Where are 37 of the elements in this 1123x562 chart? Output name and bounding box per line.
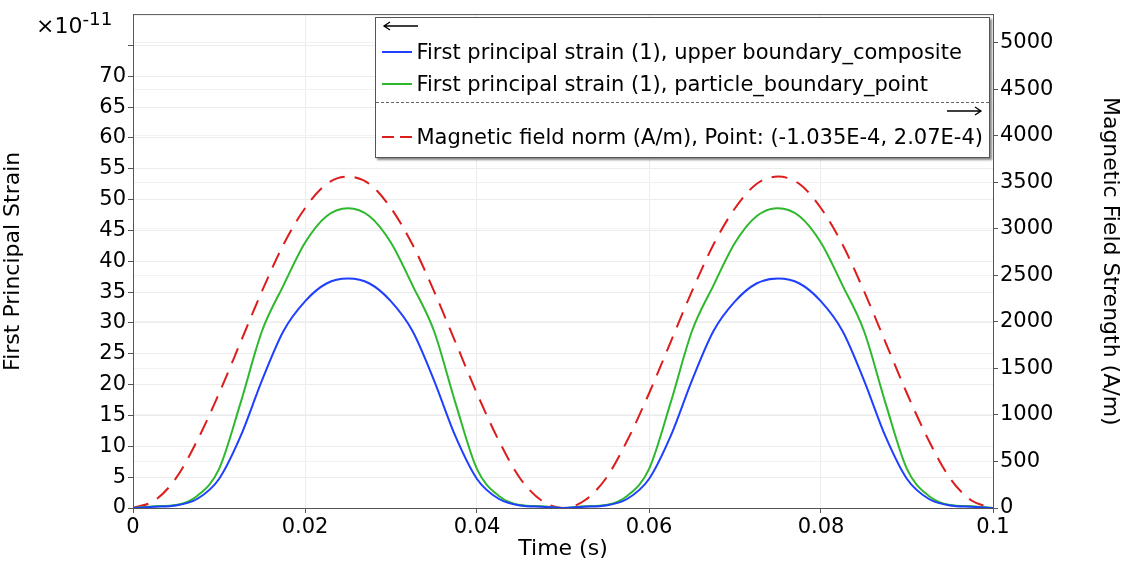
y-tick-label: 15: [99, 401, 126, 426]
y2-tick-label: 4500: [1000, 75, 1054, 100]
y2-tick-label: 2000: [1000, 308, 1054, 333]
legend-label: Magnetic field norm (A/m), Point: (-1.035E-4, 2.07E-4): [416, 125, 983, 149]
y-tick-label: 10: [99, 432, 126, 457]
y-tick-label: 65: [99, 93, 126, 118]
x-axis-title: Time (s): [517, 534, 608, 560]
legend-label: First principal strain (1), particle_boundary_point: [416, 72, 928, 96]
x-tick-label: 0.08: [797, 514, 845, 539]
y-tick-label: 55: [99, 155, 126, 180]
y2-tick-label: 3500: [1000, 168, 1054, 193]
y2-tick-label: 1000: [1000, 401, 1054, 426]
y-tick-label: 70: [99, 62, 126, 87]
y-tick-label: 50: [99, 186, 126, 211]
y2-axis-title: Magnetic Field Strength (A/m): [1099, 96, 1123, 426]
y-tick-label: 40: [99, 247, 126, 272]
y-tick-label: 5: [112, 463, 126, 488]
y-tick-label: 60: [99, 124, 126, 149]
y2-tick-label: 4000: [1000, 122, 1054, 147]
y2-tick-label: 5000: [1000, 28, 1054, 53]
x-tick-label: 0.06: [625, 514, 673, 539]
legend-label: First principal strain (1), upper boundary_composite: [416, 40, 962, 64]
y-tick-label: 0: [112, 494, 126, 519]
y-axis-title: First Principal Strain: [0, 151, 24, 371]
y-tick-label: 45: [99, 216, 126, 241]
y2-tick-label: 3000: [1000, 215, 1054, 240]
text: ×10$^{-11}$: [36, 8, 113, 39]
y-tick-label: 20: [99, 371, 126, 396]
y-tick-label: 30: [99, 309, 126, 334]
y-tick-label: 35: [99, 278, 126, 303]
y2-tick-label: 2500: [1000, 261, 1054, 286]
y-tick-label: 25: [99, 340, 126, 365]
x-tick-label: 0.1: [976, 514, 1010, 539]
y2-tick-label: 500: [1000, 447, 1041, 472]
y2-tick-label: 1500: [1000, 354, 1054, 379]
x-tick-label: 0.04: [453, 514, 501, 539]
x-tick-label: 0.02: [281, 514, 329, 539]
